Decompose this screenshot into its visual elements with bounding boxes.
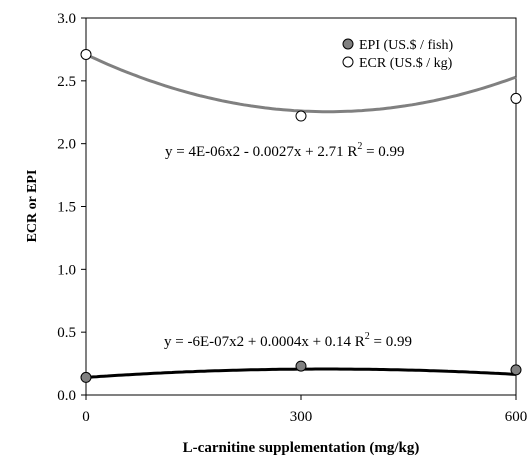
ecr-r2-value: = 0.99 — [362, 144, 404, 160]
y-tick-label: 2.5 — [57, 74, 76, 90]
x-axis-ticks: 0 300 600 — [82, 395, 527, 425]
plot-area — [85, 17, 517, 396]
legend: EPI (US.$ / fish) ECR (US.$ / kg) — [342, 38, 453, 71]
data-point-epi — [295, 360, 307, 372]
y-tick-label: 1.5 — [57, 200, 76, 216]
ecr-equation-text: y = 4E-06x2 - 0.0027x + 2.71 R — [165, 144, 357, 160]
ecr-equation: y = 4E-06x2 - 0.0027x + 2.71 R2 = 0.99 — [165, 141, 405, 160]
y-tick-label: 3.0 — [57, 11, 76, 27]
y-axis-title: ECR or EPI — [25, 170, 40, 243]
x-tick-label: 600 — [505, 409, 528, 425]
legend-marker-epi — [342, 38, 354, 50]
y-tick-label: 0.0 — [57, 388, 76, 404]
epi-r2-value: = 0.99 — [370, 334, 412, 350]
y-tick-label: 0.5 — [57, 325, 76, 341]
y-tick-label: 2.0 — [57, 137, 76, 153]
epi-r2-superscript: 2 — [365, 331, 370, 342]
legend-label-ecr: ECR (US.$ / kg) — [359, 56, 453, 71]
data-point-epi — [510, 364, 522, 376]
y-axis-ticks: 0.0 0.5 1.0 1.5 2.0 2.5 3.0 — [57, 11, 86, 404]
data-point-ecr — [80, 48, 92, 60]
data-point-ecr — [295, 110, 307, 122]
legend-label-epi: EPI (US.$ / fish) — [359, 38, 453, 53]
legend-marker-ecr — [342, 56, 354, 68]
data-points — [80, 48, 522, 383]
x-tick-label: 300 — [290, 409, 313, 425]
epi-equation: y = -6E-07x2 + 0.0004x + 0.14 R2 = 0.99 — [164, 331, 412, 350]
data-point-ecr — [510, 92, 522, 104]
x-tick-label: 0 — [82, 409, 90, 425]
ecr-r2-superscript: 2 — [357, 141, 362, 152]
epi-equation-text: y = -6E-07x2 + 0.0004x + 0.14 R — [164, 334, 365, 350]
data-point-epi — [80, 371, 92, 383]
x-axis-title: L-carnitine supplementation (mg/kg) — [183, 440, 420, 456]
y-tick-label: 1.0 — [57, 262, 76, 278]
